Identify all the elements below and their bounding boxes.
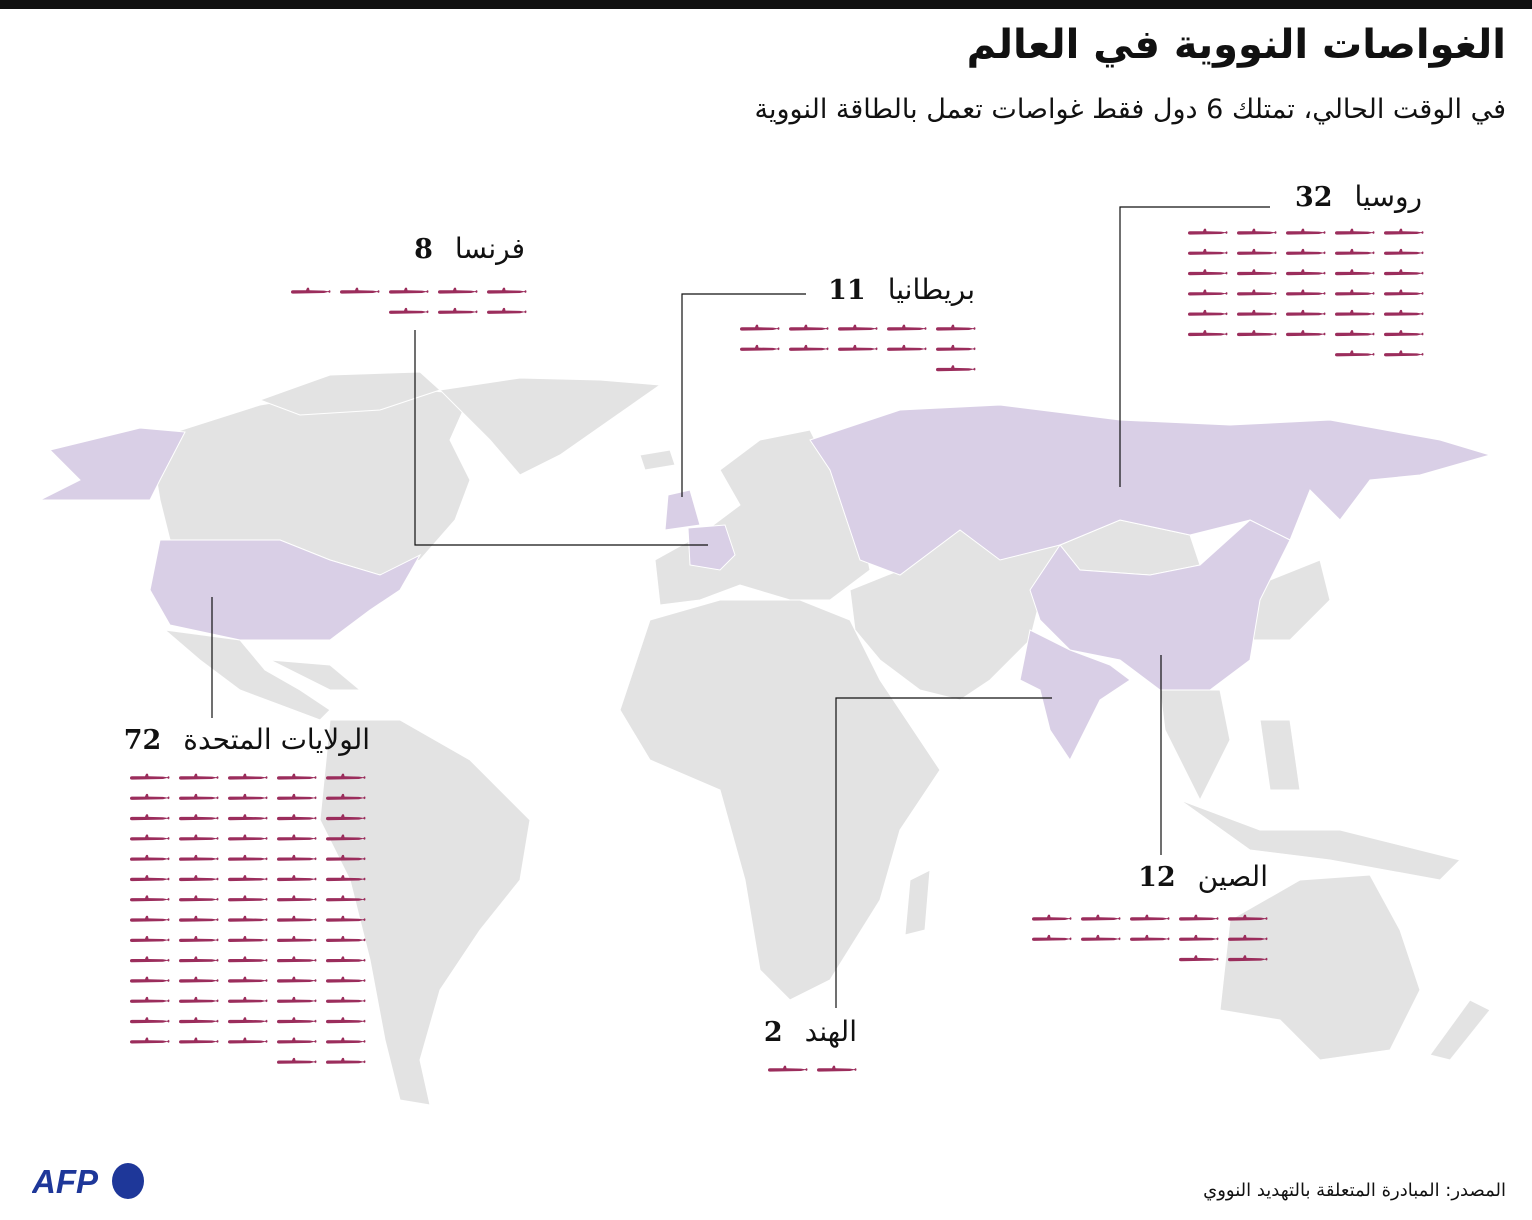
country-name: فرنسا <box>454 232 525 265</box>
philippines <box>1259 719 1301 791</box>
india <box>1019 629 1131 761</box>
caribbean <box>269 659 362 691</box>
madagascar <box>904 869 931 936</box>
southeast-asia <box>1159 689 1231 802</box>
label-usa: الولايات المتحدة 72 <box>124 723 370 756</box>
submarine-count: 2 <box>763 1017 783 1048</box>
mexico-central-america <box>163 629 331 721</box>
country-name: الولايات المتحدة <box>183 723 370 756</box>
submarine-count: 72 <box>123 725 162 756</box>
uk <box>664 489 701 531</box>
country-name: الهند <box>804 1015 857 1048</box>
label-india: الهند 2 <box>764 1015 857 1048</box>
label-france: فرنسا 8 <box>414 232 525 265</box>
page-title: الغواصات النووية في العالم <box>966 22 1506 68</box>
submarine-count: 12 <box>1138 862 1176 893</box>
label-russia: روسيا 32 <box>1295 180 1422 213</box>
source-note: المصدر: المبادرة المتعلقة بالتهديد النوو… <box>1203 1180 1506 1201</box>
submarine-count: 8 <box>414 234 433 265</box>
leader-line-india <box>835 697 1052 1008</box>
south-america <box>319 719 531 1106</box>
usa <box>149 539 422 641</box>
indonesia <box>1179 799 1461 881</box>
leader-line-uk <box>681 293 806 497</box>
africa <box>619 599 941 1001</box>
russia <box>809 404 1492 576</box>
country-name: الصين <box>1197 860 1268 893</box>
iceland <box>639 449 676 471</box>
submarine-count: 11 <box>828 275 866 306</box>
greenland <box>438 377 662 476</box>
country-name: بريطانيا <box>887 273 975 306</box>
australia <box>1219 874 1421 1061</box>
leader-line-france <box>414 330 708 546</box>
label-uk: بريطانيا 11 <box>828 273 975 306</box>
country-name: روسيا <box>1354 180 1422 213</box>
label-china: الصين 12 <box>1138 860 1268 893</box>
leader-line-russia <box>1119 206 1270 487</box>
new-zealand <box>1429 999 1491 1061</box>
page-subtitle: في الوقت الحالي، تمتلك 6 دول فقط غواصات … <box>754 94 1506 125</box>
afp-logo: AFP <box>31 1162 147 1204</box>
top-bar <box>0 0 1532 9</box>
alaska <box>39 427 186 501</box>
china <box>1029 519 1291 691</box>
submarine-count: 32 <box>1294 182 1333 213</box>
france <box>687 524 736 571</box>
svg-text:AFP: AFP <box>32 1163 99 1200</box>
